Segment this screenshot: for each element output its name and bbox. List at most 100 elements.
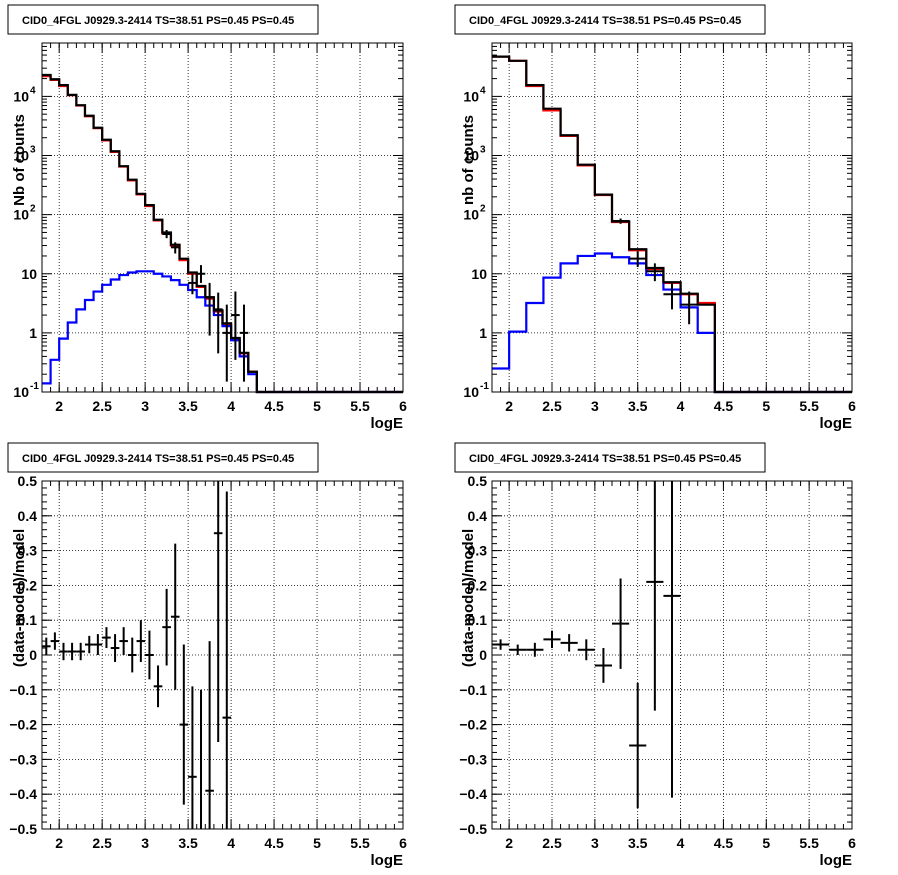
x-tick-label: 4 — [677, 835, 685, 851]
y-tick-label: 1 — [479, 325, 487, 341]
title-box — [454, 4, 766, 35]
x-tick-label: 3.5 — [178, 398, 198, 414]
x-tick-label: 2 — [55, 398, 63, 414]
plot-frame — [491, 42, 853, 393]
title-box — [454, 442, 766, 473]
x-tick-label: 3.5 — [628, 398, 648, 414]
histogram-series-0 — [42, 75, 403, 394]
title-box — [7, 4, 319, 35]
y-tick-exponent: 4 — [30, 85, 36, 96]
y-tick-exponent: 2 — [480, 204, 486, 215]
histogram-series-0 — [492, 55, 852, 394]
x-tick-label: 6 — [399, 835, 407, 851]
plot-frame — [41, 480, 404, 830]
x-tick-label: 6 — [848, 398, 856, 414]
x-axis-label: logE — [371, 852, 404, 869]
y-tick-label: 0.4 — [468, 508, 488, 524]
y-tick-label: 0.2 — [18, 577, 38, 593]
x-tick-label: 5 — [313, 398, 321, 414]
x-tick-label: 4.5 — [264, 398, 284, 414]
x-tick-label: 5 — [313, 835, 321, 851]
x-tick-label: 2.5 — [92, 398, 112, 414]
y-tick-exponent: -1 — [480, 381, 489, 392]
x-axis-label: logE — [820, 415, 853, 432]
y-tick-label: −0.2 — [9, 717, 37, 733]
x-tick-label: 2.5 — [542, 835, 562, 851]
x-tick-label: 5.5 — [350, 398, 370, 414]
y-tick-exponent: 3 — [480, 145, 486, 156]
x-tick-label: 2 — [505, 398, 513, 414]
x-tick-label: 5.5 — [350, 835, 370, 851]
panel-p1: CID0_4FGL J0929.3-2414 TS=38.51 PS=0.45 … — [7, 4, 407, 432]
y-tick-label: 10 — [463, 207, 479, 223]
histogram-series-1 — [492, 252, 852, 394]
y-tick-label: 10 — [13, 88, 29, 104]
x-tick-label: 3.5 — [628, 835, 648, 851]
y-tick-label: −0.1 — [459, 682, 487, 698]
y-tick-label: 1 — [29, 325, 37, 341]
histogram-series-2 — [42, 73, 403, 394]
x-tick-label: 5.5 — [799, 398, 819, 414]
y-tick-label: 0.5 — [18, 473, 38, 489]
y-axis-label: (data-model)/model — [460, 529, 477, 667]
x-tick-label: 4 — [677, 398, 685, 414]
x-axis-label: logE — [371, 415, 404, 432]
x-tick-label: 5.5 — [799, 835, 819, 851]
x-tick-label: 4 — [227, 835, 235, 851]
x-tick-label: 2.5 — [92, 835, 112, 851]
y-tick-label: 0.5 — [468, 473, 488, 489]
plot-frame — [491, 480, 853, 830]
y-tick-label: 10 — [463, 88, 479, 104]
x-tick-label: 4.5 — [714, 835, 734, 851]
y-axis-label: Nb of counts — [11, 114, 28, 206]
y-tick-label: 10 — [463, 384, 479, 400]
chart-title: CID0_4FGL J0929.3-2414 TS=38.51 PS=0.45 … — [22, 453, 294, 465]
y-tick-label: −0.2 — [459, 717, 487, 733]
x-tick-label: 6 — [399, 398, 407, 414]
histogram-series-2 — [492, 55, 852, 394]
panel-p3: CID0_4FGL J0929.3-2414 TS=38.51 PS=0.45 … — [7, 442, 407, 869]
y-tick-label: 0 — [29, 647, 37, 663]
x-tick-label: 4.5 — [264, 835, 284, 851]
chart-title: CID0_4FGL J0929.3-2414 TS=38.51 PS=0.45 … — [22, 15, 294, 27]
x-tick-label: 2 — [505, 835, 513, 851]
y-tick-label: 0.1 — [18, 612, 38, 628]
y-axis-label: (data-model)/model — [11, 529, 28, 667]
y-tick-label: −0.4 — [9, 786, 37, 802]
y-tick-exponent: -1 — [30, 381, 39, 392]
chart-title: CID0_4FGL J0929.3-2414 TS=38.51 PS=0.45 … — [469, 453, 741, 465]
chart-title: CID0_4FGL J0929.3-2414 TS=38.51 PS=0.45 … — [469, 15, 741, 27]
y-tick-label: 10 — [463, 148, 479, 164]
x-tick-label: 2.5 — [542, 398, 562, 414]
y-tick-label: 10 — [13, 207, 29, 223]
y-tick-label: 0.4 — [18, 508, 38, 524]
y-tick-label: 0.1 — [468, 612, 488, 628]
x-tick-label: 3 — [591, 398, 599, 414]
x-tick-label: 5 — [762, 398, 770, 414]
y-tick-label: 10 — [21, 266, 37, 282]
x-tick-label: 3 — [141, 398, 149, 414]
x-tick-label: 3 — [591, 835, 599, 851]
y-tick-label: −0.3 — [459, 751, 487, 767]
x-tick-label: 3 — [141, 835, 149, 851]
y-tick-label: 0.3 — [18, 543, 38, 559]
y-tick-exponent: 3 — [30, 145, 36, 156]
y-tick-label: −0.1 — [9, 682, 37, 698]
y-tick-label: −0.5 — [9, 821, 37, 837]
x-tick-label: 2 — [55, 835, 63, 851]
plot-frame — [41, 42, 404, 393]
panel-p2: CID0_4FGL J0929.3-2414 TS=38.51 PS=0.45 … — [454, 4, 856, 432]
y-tick-label: 10 — [13, 384, 29, 400]
x-tick-label: 4.5 — [714, 398, 734, 414]
x-tick-label: 4 — [227, 398, 235, 414]
y-tick-exponent: 2 — [30, 204, 36, 215]
y-tick-label: 0 — [479, 647, 487, 663]
x-tick-label: 6 — [848, 835, 856, 851]
y-tick-label: 10 — [13, 148, 29, 164]
y-tick-exponent: 4 — [480, 85, 486, 96]
y-tick-label: 0.3 — [468, 543, 488, 559]
title-box — [7, 442, 319, 473]
panel-p4: CID0_4FGL J0929.3-2414 TS=38.51 PS=0.45 … — [454, 442, 856, 869]
x-tick-label: 5 — [762, 835, 770, 851]
